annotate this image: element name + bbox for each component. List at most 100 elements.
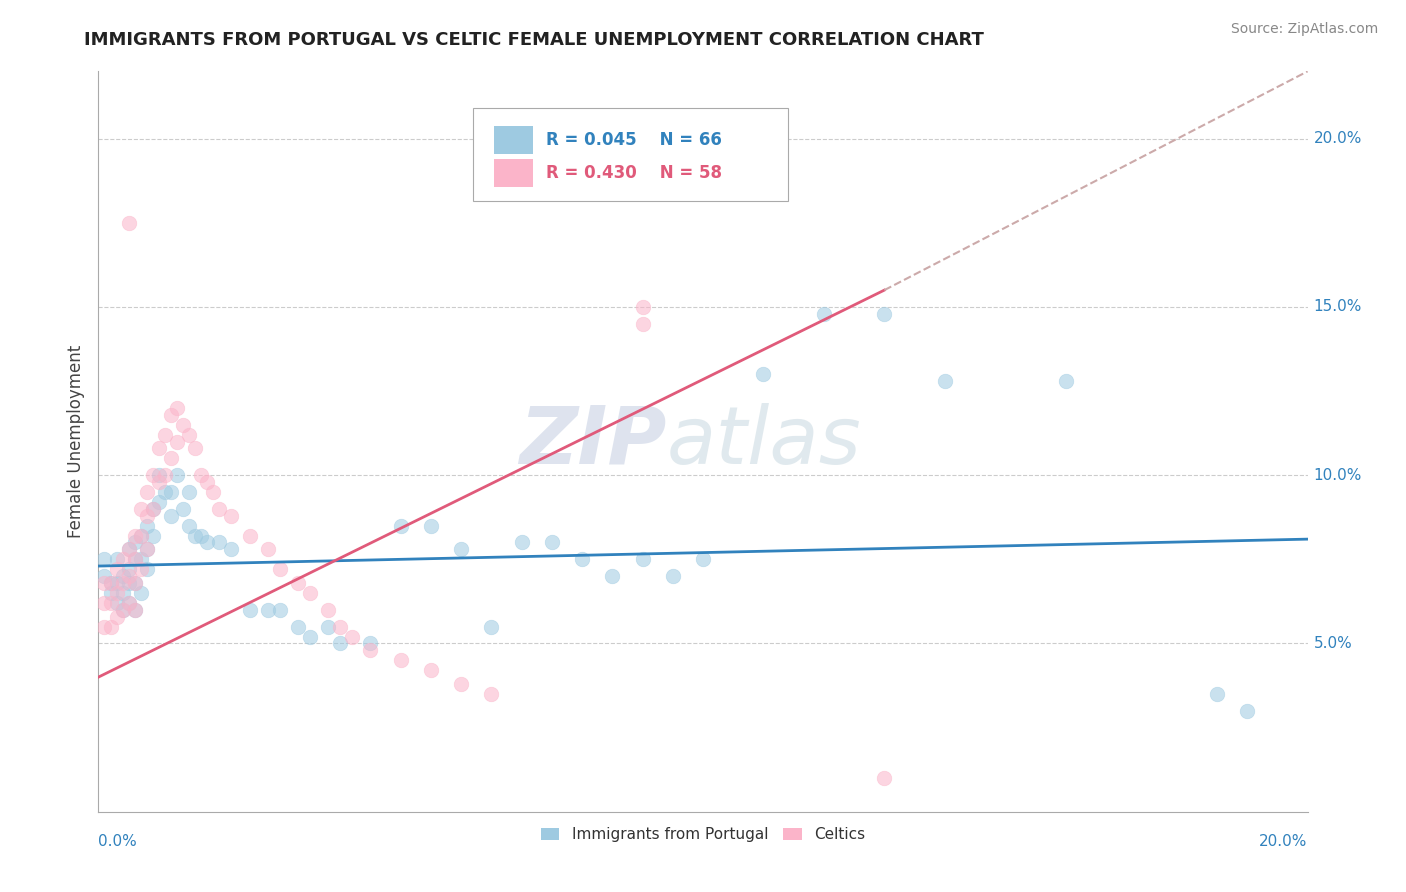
Celtics [93, 619, 115, 633]
Immigrants from Portugal [631, 552, 654, 566]
Immigrants from Portugal [118, 542, 141, 557]
Celtics [166, 401, 188, 415]
Text: ZIP: ZIP [519, 402, 666, 481]
Immigrants from Portugal [873, 307, 896, 321]
Immigrants from Portugal [105, 596, 128, 610]
Immigrants from Portugal [105, 575, 128, 590]
Immigrants from Portugal [602, 569, 624, 583]
Immigrants from Portugal [135, 542, 157, 557]
Text: atlas: atlas [666, 402, 862, 481]
Celtics [105, 586, 128, 600]
Immigrants from Portugal [100, 586, 122, 600]
Celtics [389, 653, 412, 667]
Immigrants from Portugal [256, 603, 278, 617]
Celtics [118, 569, 141, 583]
Immigrants from Portugal [135, 518, 157, 533]
Celtics [135, 508, 157, 523]
Celtics [208, 501, 231, 516]
Celtics [342, 630, 364, 644]
Text: 20.0%: 20.0% [1260, 834, 1308, 849]
Immigrants from Portugal [129, 586, 152, 600]
Text: 10.0%: 10.0% [1313, 467, 1362, 483]
Celtics [148, 475, 170, 489]
Immigrants from Portugal [111, 603, 134, 617]
Celtics [118, 542, 141, 557]
Celtics [179, 427, 201, 442]
Immigrants from Portugal [160, 485, 183, 500]
Immigrants from Portugal [269, 603, 291, 617]
Immigrants from Portugal [105, 552, 128, 566]
Celtics [160, 408, 183, 422]
Immigrants from Portugal [510, 535, 533, 549]
Celtics [124, 529, 146, 543]
Celtics [184, 442, 207, 456]
Celtics [93, 575, 115, 590]
Immigrants from Portugal [172, 501, 194, 516]
Immigrants from Portugal [129, 529, 152, 543]
Celtics [124, 552, 146, 566]
Immigrants from Portugal [195, 535, 218, 549]
Celtics [160, 451, 183, 466]
Celtics [360, 643, 382, 657]
Immigrants from Portugal [166, 468, 188, 483]
Celtics [142, 501, 165, 516]
Celtics [329, 619, 352, 633]
Celtics [135, 485, 157, 500]
Immigrants from Portugal [389, 518, 412, 533]
Immigrants from Portugal [118, 575, 141, 590]
Celtics [239, 529, 262, 543]
Immigrants from Portugal [1236, 704, 1258, 718]
Celtics [481, 687, 503, 701]
FancyBboxPatch shape [474, 109, 787, 201]
Celtics [111, 575, 134, 590]
Y-axis label: Female Unemployment: Female Unemployment [66, 345, 84, 538]
Immigrants from Portugal [450, 542, 472, 557]
Celtics [190, 468, 212, 483]
Immigrants from Portugal [208, 535, 231, 549]
Immigrants from Portugal [420, 518, 443, 533]
Immigrants from Portugal [124, 603, 146, 617]
Celtics [166, 434, 188, 449]
Immigrants from Portugal [153, 485, 176, 500]
Immigrants from Portugal [184, 529, 207, 543]
Text: 15.0%: 15.0% [1313, 300, 1362, 314]
Bar [494, 159, 533, 186]
Immigrants from Portugal [124, 575, 146, 590]
Immigrants from Portugal [118, 562, 141, 576]
Celtics [129, 529, 152, 543]
Celtics [316, 603, 339, 617]
Text: R = 0.045    N = 66: R = 0.045 N = 66 [546, 131, 721, 149]
Immigrants from Portugal [129, 552, 152, 566]
Immigrants from Portugal [316, 619, 339, 633]
Immigrants from Portugal [100, 575, 122, 590]
Immigrants from Portugal [221, 542, 243, 557]
Immigrants from Portugal [135, 562, 157, 576]
Celtics [124, 575, 146, 590]
Immigrants from Portugal [299, 630, 322, 644]
Celtics [873, 771, 896, 785]
Text: 20.0%: 20.0% [1313, 131, 1362, 146]
Celtics [256, 542, 278, 557]
Immigrants from Portugal [124, 535, 146, 549]
Text: R = 0.430    N = 58: R = 0.430 N = 58 [546, 164, 721, 182]
Immigrants from Portugal [1206, 687, 1229, 701]
Celtics [202, 485, 225, 500]
Legend: Immigrants from Portugal, Celtics: Immigrants from Portugal, Celtics [534, 822, 872, 848]
Immigrants from Portugal [93, 552, 115, 566]
Celtics [124, 603, 146, 617]
Celtics [450, 677, 472, 691]
Immigrants from Portugal [148, 495, 170, 509]
Celtics [129, 501, 152, 516]
Celtics [111, 603, 134, 617]
Celtics [153, 427, 176, 442]
Immigrants from Portugal [692, 552, 714, 566]
Immigrants from Portugal [571, 552, 593, 566]
Immigrants from Portugal [813, 307, 835, 321]
Celtics [420, 664, 443, 678]
Celtics [142, 468, 165, 483]
Celtics [100, 619, 122, 633]
Text: Source: ZipAtlas.com: Source: ZipAtlas.com [1230, 22, 1378, 37]
Immigrants from Portugal [118, 596, 141, 610]
Immigrants from Portugal [179, 485, 201, 500]
Celtics [287, 575, 309, 590]
